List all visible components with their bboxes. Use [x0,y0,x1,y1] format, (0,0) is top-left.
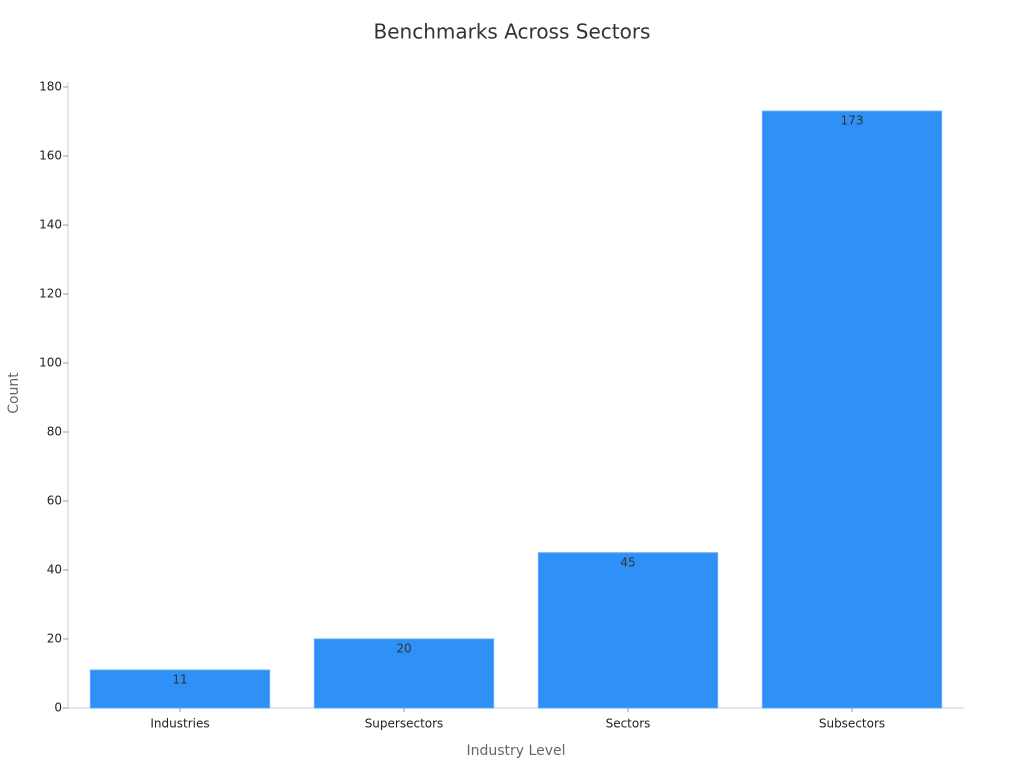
y-tick-label: 60 [47,494,62,508]
x-axis-title: Industry Level [467,743,566,759]
bar [89,669,271,709]
bar [537,552,719,709]
y-tick-label: 20 [47,632,62,646]
y-tick-label: 120 [39,287,62,301]
bar [313,638,495,709]
value-label: 11 [172,673,187,687]
y-tick-label: 40 [47,563,62,577]
value-label: 45 [620,555,635,569]
bar [761,110,943,709]
y-tick-label: 80 [47,425,62,439]
x-tick-label: Sectors [606,717,651,731]
y-axis-title: Count [6,372,22,414]
value-label: 20 [396,642,411,656]
y-tick-label: 0 [54,701,62,715]
y-tick-label: 160 [39,149,62,163]
x-tick-label: Supersectors [365,717,444,731]
value-label: 173 [841,114,864,128]
y-tick-label: 180 [39,80,62,94]
y-tick-label: 140 [39,218,62,232]
chart-title: Benchmarks Across Sectors [374,20,651,44]
y-tick-label: 100 [39,356,62,370]
x-tick-label: Industries [150,717,209,731]
x-tick-label: Subsectors [819,717,885,731]
